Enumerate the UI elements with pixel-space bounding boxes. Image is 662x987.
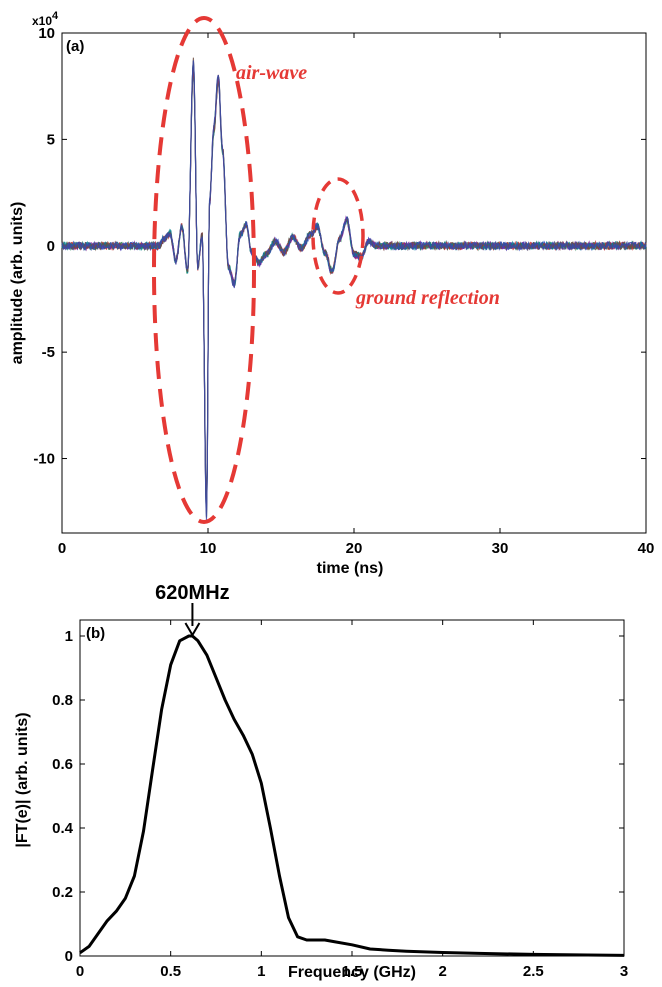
panel-a-y-tick-label: -10 <box>33 451 55 468</box>
panel-a-traces <box>61 57 647 521</box>
panel-a-trace-line <box>61 63 647 512</box>
panel-b-y-tick-label: 0.4 <box>52 820 74 837</box>
panel-b-x-tick-label: 2.5 <box>523 963 544 980</box>
air-wave-annotation: air-wave <box>236 62 307 84</box>
panel-b-x-tick-label: 1.5 <box>342 963 363 980</box>
panel-a-trace-line <box>61 70 647 503</box>
ground-reflection-ellipse <box>311 177 365 295</box>
panel-b-x-ticks: 0 0.5 1 1.5 2 2.5 3 <box>76 620 628 980</box>
panel-a-y-tick-label: 10 <box>38 25 55 42</box>
panel-b: 0 0.5 1 1.5 2 2.5 3 0 0.2 0.4 0.6 0.8 1 (b) Frequen… <box>14 582 628 981</box>
panel-b-x-tick-label: 0 <box>76 963 84 980</box>
panel-b-y-tick-label: 0.2 <box>52 884 73 901</box>
ground-reflection-annotation: ground reflection <box>355 287 500 309</box>
panel-a-x-tick-label: 30 <box>492 540 509 557</box>
panel-b-x-tick-label: 3 <box>620 963 628 980</box>
panel-b-x-tick-label: 2 <box>438 963 446 980</box>
panel-a-x-tick-label: 0 <box>58 540 66 557</box>
panel-b-y-tick-label: 1 <box>65 628 73 645</box>
panel-b-y-tick-label: 0 <box>65 948 73 965</box>
panel-a-y-tick-label: 0 <box>47 238 55 255</box>
panel-b-label: (b) <box>86 625 105 642</box>
panel-a-y-exponent: x104 <box>32 10 59 28</box>
panel-b-spectrum-line <box>79 634 625 957</box>
panel-a-trace-line <box>61 60 647 517</box>
panel-b-y-ticks: 0 0.2 0.4 0.6 0.8 1 <box>52 628 624 965</box>
panel-a-y-axis-label: amplitude (arb. units) <box>9 202 26 365</box>
panel-a-x-ticks: 0 10 20 30 40 <box>58 33 655 557</box>
panel-a-x-axis-label: time (ns) <box>317 560 384 577</box>
panel-a-x-tick-label: 10 <box>200 540 217 557</box>
panel-b-axes-frame <box>79 619 625 957</box>
panel-a-trace-line <box>61 70 647 507</box>
peak-arrow <box>184 603 201 637</box>
panel-b-y-axis-label: |FT(e)| (arb. units) <box>14 712 31 847</box>
peak-arrow-head <box>184 622 201 637</box>
peak-frequency-annotation: 620MHz <box>155 582 229 604</box>
panel-a-y-tick-label: 5 <box>47 131 55 148</box>
panel-a-x-tick-label: 40 <box>638 540 655 557</box>
panel-a-y-tick-label: -5 <box>42 344 55 361</box>
panel-b-y-tick-label: 0.6 <box>52 756 73 773</box>
panel-a-x-tick-label: 20 <box>346 540 363 557</box>
panel-b-traces <box>79 634 625 957</box>
air-wave-ellipse <box>152 16 256 524</box>
panel-a-trace-line <box>61 60 647 521</box>
panel-a-trace-line <box>61 57 647 518</box>
panel-b-x-tick-label: 1 <box>257 963 265 980</box>
panel-b-x-tick-label: 0.5 <box>160 963 181 980</box>
panel-b-y-tick-label: 0.8 <box>52 692 73 709</box>
panel-a-label: (a) <box>66 38 84 55</box>
panel-a-trace-line <box>61 69 647 506</box>
panel-a: 0 10 20 30 40 -10 -5 0 5 10 (a) x104 time (ns) a… <box>9 10 654 577</box>
panel-a-y-ticks: -10 -5 0 5 10 <box>33 25 646 468</box>
panel-b-x-axis-label: Frequency (GHz) <box>288 964 416 981</box>
